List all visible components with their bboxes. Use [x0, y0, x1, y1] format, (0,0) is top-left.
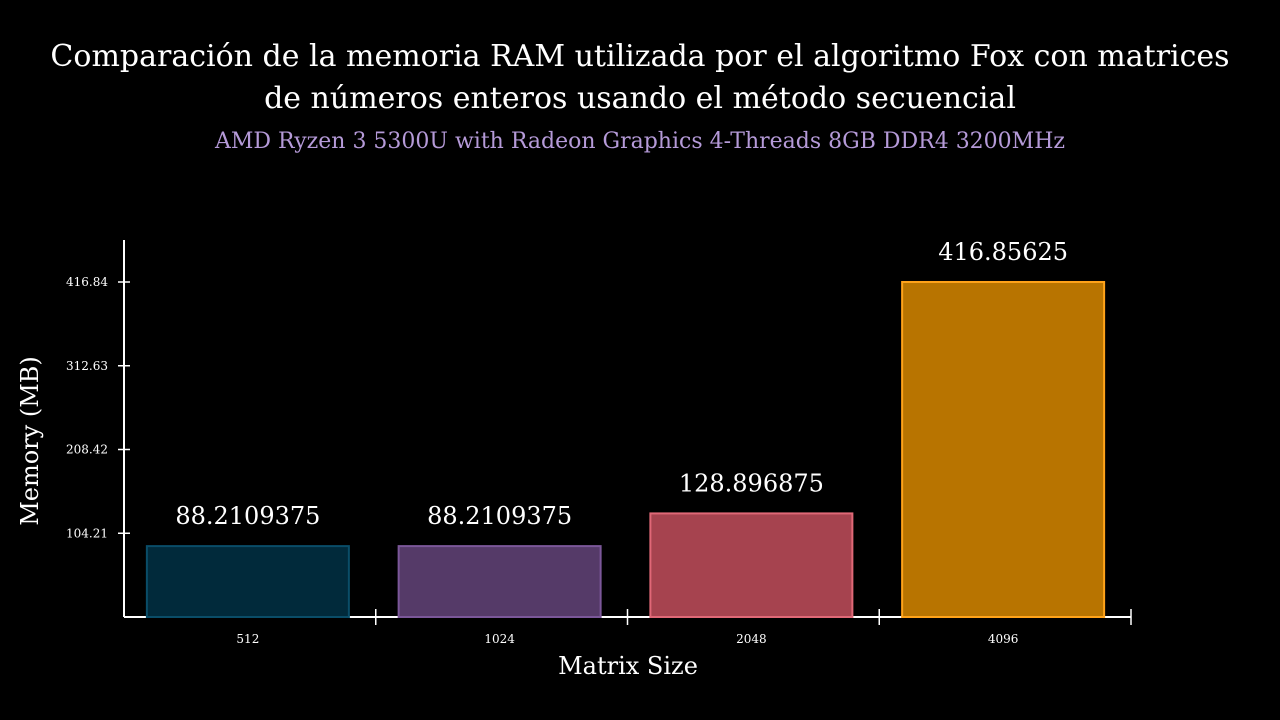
bar-512 — [145, 545, 350, 619]
chart-bars — [145, 280, 1106, 619]
x-tick-label: 1024 — [484, 632, 515, 646]
chart-title-line-1: Comparación de la memoria RAM utilizada … — [50, 39, 1230, 74]
x-axis-title: Matrix Size — [558, 652, 698, 680]
y-tick-label: 312.63 — [66, 359, 108, 373]
bar-value-label: 128.896875 — [679, 469, 824, 497]
chart-title-line-2: de números enteros usando el método secu… — [264, 81, 1016, 116]
x-tick-label: 2048 — [736, 632, 767, 646]
y-tick-label: 208.42 — [66, 443, 108, 457]
chart-title: Comparación de la memoria RAM utilizada … — [0, 36, 1280, 120]
x-tick-label: 512 — [236, 632, 259, 646]
bar-value-label: 88.2109375 — [427, 502, 572, 530]
y-axis-title: Memory (MB) — [16, 356, 44, 526]
y-tick-label: 104.21 — [66, 526, 108, 540]
chart-subtitle: AMD Ryzen 3 5300U with Radeon Graphics 4… — [215, 129, 1065, 154]
bar-2048 — [649, 512, 854, 619]
bar-4096 — [901, 280, 1106, 618]
y-tick-label: 416.84 — [66, 275, 108, 289]
bar-value-label: 88.2109375 — [175, 502, 320, 530]
bar-1024 — [397, 545, 602, 619]
bar-value-label: 416.85625 — [938, 238, 1068, 266]
x-tick-label: 4096 — [988, 632, 1019, 646]
chart-labels: 88.2109375 512 88.2109375 1024 128.896875 204… — [175, 238, 1068, 646]
